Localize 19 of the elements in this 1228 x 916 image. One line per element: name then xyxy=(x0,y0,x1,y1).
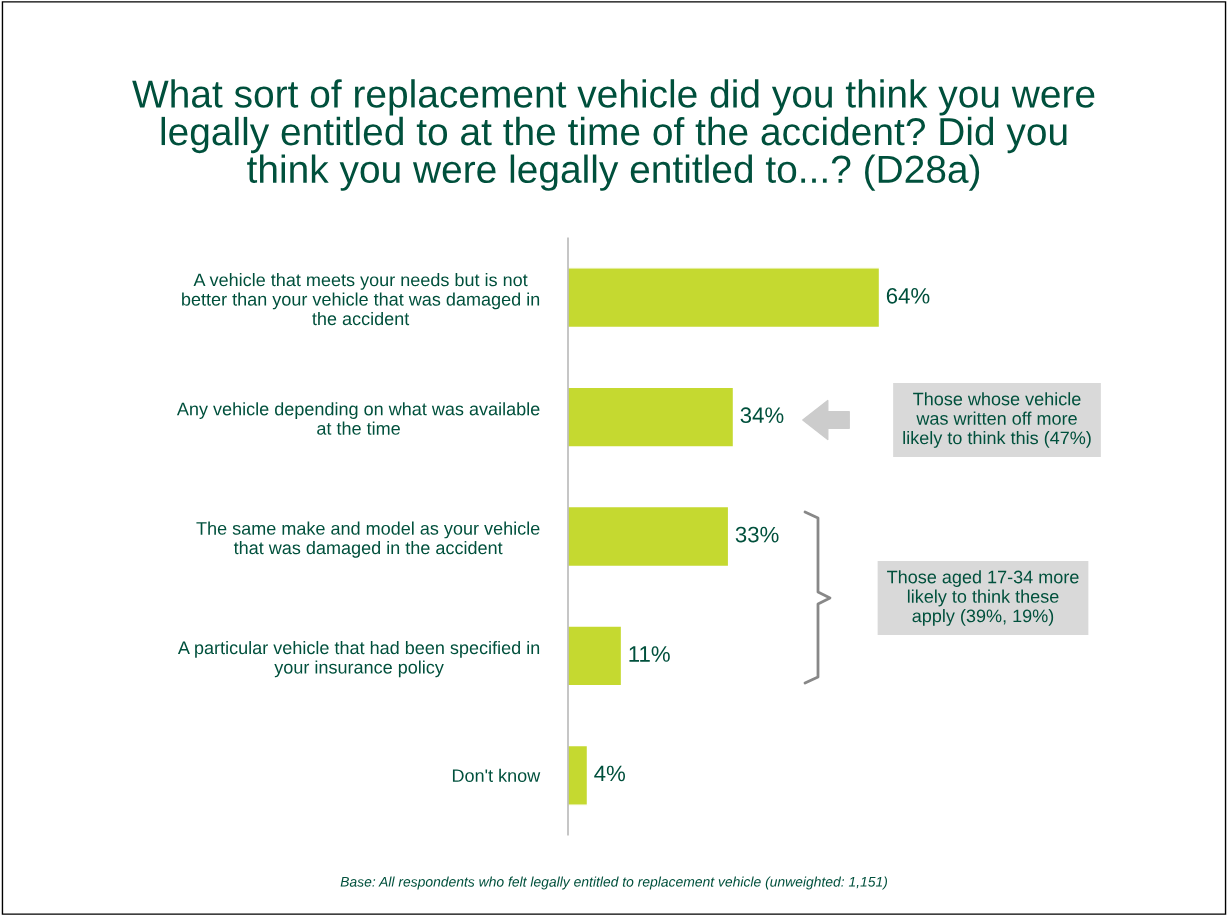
text: Those aged 17-34 more likely to think these apply (39%, 19%) xyxy=(887,570,1079,626)
y-tick-label: Any vehicle depending on what was available at the time xyxy=(176,402,540,435)
data-label: 34% xyxy=(740,407,784,424)
bar xyxy=(568,505,730,568)
data-label: 11% xyxy=(629,646,670,662)
y-tick-label: The same make and model as your vehicle that was damaged in the accident xyxy=(196,521,540,558)
y-tick-label: A vehicle that meets your needs but is not better than your vehicle that was damaged in the accident xyxy=(182,273,540,326)
data-label: 64% xyxy=(886,287,930,304)
y-tick-label: A particular vehicle that had been specified in your insurance policy xyxy=(177,640,540,678)
chart-title: What sort of replacement vehicle did you think you were legally entitled to at the time of the accident? Did you think you were legally entitled to...? (D28a) xyxy=(132,79,1095,191)
text: Those whose vehicle was written off more likely to think this (47%) xyxy=(903,392,1091,448)
bar xyxy=(568,386,735,448)
text: Base: All respondents who felt legally entitled to replacement vehicle (unweighted: 1,151) xyxy=(340,876,888,890)
bar xyxy=(568,267,881,329)
data-label: 33% xyxy=(735,526,779,543)
bar xyxy=(568,625,623,687)
y-tick-label: Don't know xyxy=(452,768,541,783)
data-label: 4% xyxy=(594,765,626,782)
bar xyxy=(568,744,589,806)
